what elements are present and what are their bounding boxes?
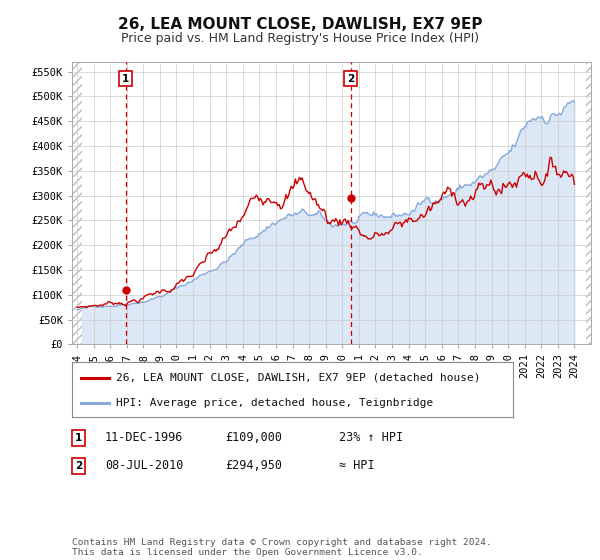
Text: 23% ↑ HPI: 23% ↑ HPI [339,431,403,445]
Text: 1: 1 [122,73,130,83]
Text: 08-JUL-2010: 08-JUL-2010 [105,459,184,473]
Text: £109,000: £109,000 [225,431,282,445]
Text: Price paid vs. HM Land Registry's House Price Index (HPI): Price paid vs. HM Land Registry's House … [121,32,479,45]
Text: ≈ HPI: ≈ HPI [339,459,374,473]
Text: 26, LEA MOUNT CLOSE, DAWLISH, EX7 9EP (detached house): 26, LEA MOUNT CLOSE, DAWLISH, EX7 9EP (d… [116,373,481,382]
Text: 11-DEC-1996: 11-DEC-1996 [105,431,184,445]
Text: Contains HM Land Registry data © Crown copyright and database right 2024.
This d: Contains HM Land Registry data © Crown c… [72,538,492,557]
Text: 26, LEA MOUNT CLOSE, DAWLISH, EX7 9EP: 26, LEA MOUNT CLOSE, DAWLISH, EX7 9EP [118,17,482,32]
Text: 2: 2 [347,73,355,83]
Text: HPI: Average price, detached house, Teignbridge: HPI: Average price, detached house, Teig… [116,399,433,408]
Text: 2: 2 [75,461,82,471]
Text: £294,950: £294,950 [225,459,282,473]
Text: 1: 1 [75,433,82,443]
